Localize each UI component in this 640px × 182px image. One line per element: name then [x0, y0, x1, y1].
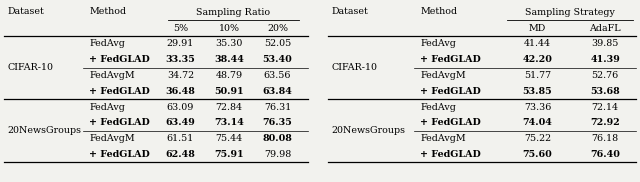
Text: 80.08: 80.08 — [262, 134, 292, 143]
Text: 75.44: 75.44 — [216, 134, 243, 143]
Text: + FedGLAD: + FedGLAD — [420, 87, 481, 96]
Text: FedAvgM: FedAvgM — [89, 134, 135, 143]
Text: 72.14: 72.14 — [592, 102, 619, 112]
Text: 36.48: 36.48 — [165, 87, 195, 96]
Text: Sampling Strategy: Sampling Strategy — [525, 8, 614, 17]
Text: 76.35: 76.35 — [263, 118, 292, 127]
Text: MD: MD — [529, 24, 546, 33]
Text: 48.79: 48.79 — [216, 71, 243, 80]
Text: 52.76: 52.76 — [591, 71, 619, 80]
Text: 33.35: 33.35 — [166, 55, 195, 64]
Text: 39.85: 39.85 — [591, 39, 619, 48]
Text: 5%: 5% — [173, 24, 188, 33]
Text: FedAvg: FedAvg — [420, 39, 456, 48]
Text: FedAvg: FedAvg — [89, 102, 125, 112]
Text: 41.39: 41.39 — [590, 55, 620, 64]
Text: Dataset: Dataset — [331, 7, 368, 17]
Text: 63.09: 63.09 — [166, 102, 194, 112]
Text: 52.05: 52.05 — [264, 39, 291, 48]
Text: 42.20: 42.20 — [522, 55, 552, 64]
Text: + FedGLAD: + FedGLAD — [420, 118, 481, 127]
Text: 41.44: 41.44 — [524, 39, 551, 48]
Text: 10%: 10% — [218, 24, 239, 33]
Text: 35.30: 35.30 — [215, 39, 243, 48]
Text: 38.44: 38.44 — [214, 55, 244, 64]
Text: 20NewsGroups: 20NewsGroups — [7, 126, 81, 135]
Text: 62.48: 62.48 — [165, 150, 195, 159]
Text: 76.40: 76.40 — [590, 150, 620, 159]
Text: + FedGLAD: + FedGLAD — [420, 55, 481, 64]
Text: 53.40: 53.40 — [263, 55, 292, 64]
Text: + FedGLAD: + FedGLAD — [89, 87, 150, 96]
Text: 63.56: 63.56 — [264, 71, 291, 80]
Text: CIFAR-10: CIFAR-10 — [7, 63, 53, 72]
Text: 20NewsGroups: 20NewsGroups — [331, 126, 405, 135]
Text: 74.04: 74.04 — [522, 118, 552, 127]
Text: 75.91: 75.91 — [214, 150, 244, 159]
Text: AdaFL: AdaFL — [589, 24, 621, 33]
Text: 61.51: 61.51 — [166, 134, 194, 143]
Text: 73.14: 73.14 — [214, 118, 244, 127]
Text: 73.36: 73.36 — [524, 102, 551, 112]
Text: 50.91: 50.91 — [214, 87, 244, 96]
Text: FedAvgM: FedAvgM — [420, 134, 466, 143]
Text: FedAvgM: FedAvgM — [420, 71, 466, 80]
Text: 63.49: 63.49 — [166, 118, 195, 127]
Text: 72.84: 72.84 — [216, 102, 243, 112]
Text: 34.72: 34.72 — [167, 71, 194, 80]
Text: 63.84: 63.84 — [262, 87, 292, 96]
Text: 29.91: 29.91 — [166, 39, 194, 48]
Text: Method: Method — [89, 7, 126, 17]
Text: 53.85: 53.85 — [523, 87, 552, 96]
Text: Dataset: Dataset — [7, 7, 44, 17]
Text: CIFAR-10: CIFAR-10 — [331, 63, 377, 72]
Text: 51.77: 51.77 — [524, 71, 551, 80]
Text: 53.68: 53.68 — [590, 87, 620, 96]
Text: 76.31: 76.31 — [264, 102, 291, 112]
Text: + FedGLAD: + FedGLAD — [420, 150, 481, 159]
Text: FedAvg: FedAvg — [89, 39, 125, 48]
Text: + FedGLAD: + FedGLAD — [89, 150, 150, 159]
Text: Sampling Ratio: Sampling Ratio — [196, 8, 271, 17]
Text: 79.98: 79.98 — [264, 150, 291, 159]
Text: 20%: 20% — [267, 24, 288, 33]
Text: FedAvgM: FedAvgM — [89, 71, 135, 80]
Text: + FedGLAD: + FedGLAD — [89, 118, 150, 127]
Text: Method: Method — [420, 7, 458, 17]
Text: 75.22: 75.22 — [524, 134, 551, 143]
Text: 72.92: 72.92 — [590, 118, 620, 127]
Text: 75.60: 75.60 — [523, 150, 552, 159]
Text: 76.18: 76.18 — [591, 134, 619, 143]
Text: FedAvg: FedAvg — [420, 102, 456, 112]
Text: + FedGLAD: + FedGLAD — [89, 55, 150, 64]
